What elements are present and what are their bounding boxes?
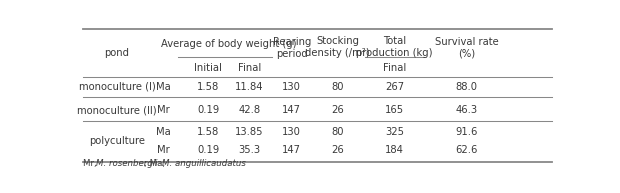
Text: production (kg): production (kg) bbox=[356, 48, 433, 58]
Text: 1.58: 1.58 bbox=[197, 127, 219, 137]
Text: 91.6: 91.6 bbox=[456, 127, 478, 137]
Text: 1.58: 1.58 bbox=[197, 82, 219, 92]
Text: Survival rate: Survival rate bbox=[435, 37, 498, 47]
Text: 26: 26 bbox=[331, 145, 344, 155]
Text: period: period bbox=[276, 49, 308, 59]
Text: monoculture (II): monoculture (II) bbox=[77, 105, 157, 115]
Text: Initial: Initial bbox=[194, 63, 222, 73]
Text: 0.19: 0.19 bbox=[197, 145, 219, 155]
Text: 130: 130 bbox=[282, 82, 301, 92]
Text: 80: 80 bbox=[331, 127, 343, 137]
Text: 88.0: 88.0 bbox=[456, 82, 477, 92]
Text: 80: 80 bbox=[331, 82, 343, 92]
Text: M. anguillicaudatus: M. anguillicaudatus bbox=[162, 159, 246, 168]
Text: 46.3: 46.3 bbox=[456, 105, 478, 115]
Text: 35.3: 35.3 bbox=[239, 145, 260, 155]
Text: 165: 165 bbox=[385, 105, 404, 115]
Text: 267: 267 bbox=[385, 82, 404, 92]
Text: Mr: Mr bbox=[157, 145, 169, 155]
Text: Mr,: Mr, bbox=[83, 159, 100, 168]
Text: 11.84: 11.84 bbox=[235, 82, 264, 92]
Text: ; Ma,: ; Ma, bbox=[144, 159, 167, 168]
Text: Ma: Ma bbox=[156, 127, 171, 137]
Text: Total: Total bbox=[383, 36, 406, 46]
Text: Final: Final bbox=[238, 63, 261, 73]
Text: Rearing: Rearing bbox=[273, 37, 311, 47]
Text: 42.8: 42.8 bbox=[239, 105, 260, 115]
Text: 13.85: 13.85 bbox=[235, 127, 264, 137]
Text: Mr: Mr bbox=[157, 105, 169, 115]
Text: 62.6: 62.6 bbox=[456, 145, 478, 155]
Text: pond: pond bbox=[104, 48, 130, 58]
Text: 184: 184 bbox=[385, 145, 404, 155]
Text: Average of body weight (g): Average of body weight (g) bbox=[161, 39, 296, 49]
Text: Stocking: Stocking bbox=[316, 36, 359, 46]
Text: 147: 147 bbox=[282, 145, 301, 155]
Text: polyculture: polyculture bbox=[89, 136, 145, 146]
Text: M. rosenbergii: M. rosenbergii bbox=[96, 159, 157, 168]
Text: density (/m²): density (/m²) bbox=[305, 48, 370, 58]
Text: 147: 147 bbox=[282, 105, 301, 115]
Text: 0.19: 0.19 bbox=[197, 105, 219, 115]
Text: monoculture (I): monoculture (I) bbox=[79, 82, 155, 92]
Text: 130: 130 bbox=[282, 127, 301, 137]
Text: 325: 325 bbox=[385, 127, 404, 137]
Text: Ma: Ma bbox=[156, 82, 171, 92]
Text: Final: Final bbox=[383, 63, 406, 73]
Text: 26: 26 bbox=[331, 105, 344, 115]
Text: (%): (%) bbox=[458, 49, 476, 59]
